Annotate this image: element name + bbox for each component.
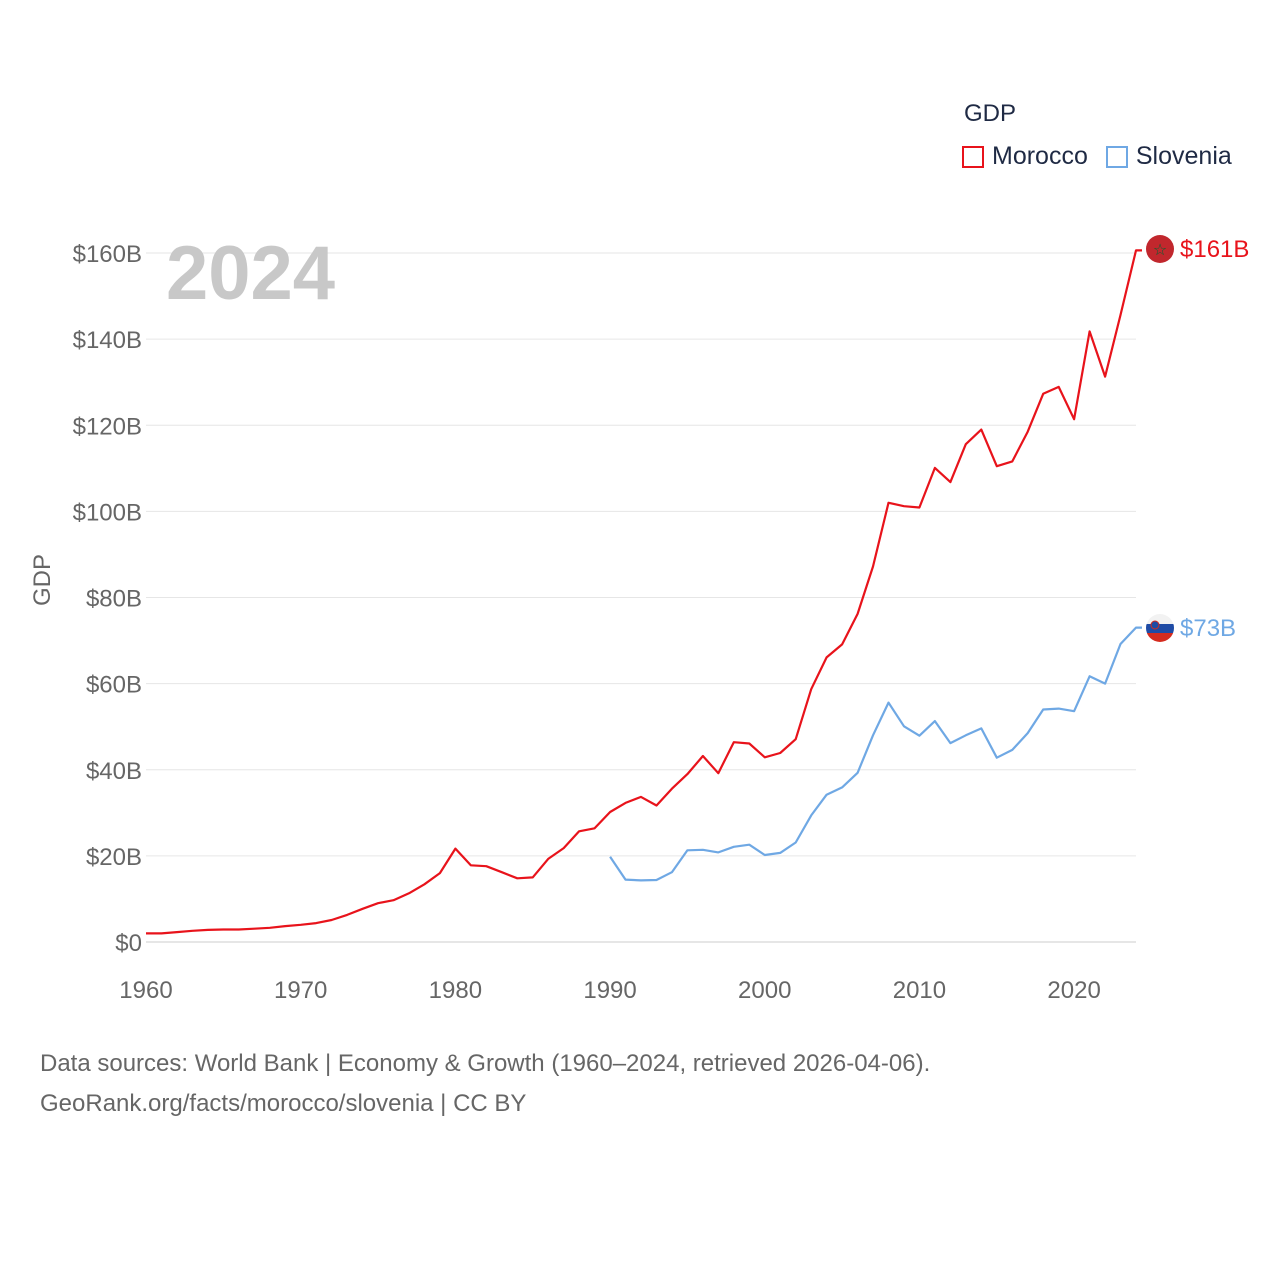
legend-item-slovenia[interactable]: Slovenia	[1105, 142, 1232, 171]
legend-title: GDP	[964, 100, 1017, 127]
y-tick-label: $160B	[73, 241, 142, 268]
year-label: 2024	[166, 231, 335, 316]
slovenia-coat-icon	[1150, 620, 1160, 630]
slovenia-flag-icon	[1146, 614, 1174, 642]
y-tick-label: $80B	[86, 586, 142, 613]
y-tick-label: $0	[115, 930, 142, 957]
legend: Morocco Slovenia	[962, 142, 1250, 171]
grid-lines	[146, 252, 1136, 943]
end-markers: ☆ $161B $73B	[1146, 235, 1249, 642]
y-axis-title: GDP	[29, 554, 56, 606]
y-tick-label: $40B	[86, 758, 142, 785]
y-tick-label: $100B	[73, 499, 142, 526]
footer-credit: GeoRank.org/facts/morocco/slovenia | CC …	[40, 1090, 527, 1117]
y-tick-label: $140B	[73, 327, 142, 354]
series-line-morocco	[146, 249, 1142, 935]
legend-label-morocco: Morocco	[992, 142, 1088, 170]
gdp-line-chart: $0 $20B $40B $60B $80B $100B $120B $140B $160B 1…	[29, 231, 1249, 1004]
y-tick-label: $20B	[86, 844, 142, 871]
slovenia-red-band	[1146, 633, 1174, 642]
series-lines	[146, 249, 1142, 935]
x-tick-label: 1970	[274, 977, 327, 1004]
footer-sources: Data sources: World Bank | Economy & Gro…	[40, 1050, 931, 1077]
x-tick-label: 2010	[893, 977, 946, 1004]
y-tick-label: $60B	[86, 672, 142, 699]
end-label-slovenia: $73B	[1180, 615, 1236, 642]
y-tick-label: $120B	[73, 413, 142, 440]
series-line-slovenia	[609, 626, 1142, 882]
slovenia-blue-band	[1146, 624, 1174, 633]
morocco-star-icon: ☆	[1153, 242, 1167, 259]
end-label-morocco: $161B	[1180, 236, 1249, 263]
x-tick-label: 1990	[583, 977, 636, 1004]
footer: Data sources: World Bank | Economy & Gro…	[40, 1044, 930, 1124]
y-axis-ticks: $0 $20B $40B $60B $80B $100B $120B $140B $160B	[73, 241, 142, 957]
legend-swatch-slovenia	[1105, 145, 1128, 168]
morocco-flag-icon: ☆	[1146, 235, 1174, 263]
morocco-flag-disc	[1146, 235, 1174, 263]
legend-label-slovenia: Slovenia	[1135, 142, 1232, 170]
x-axis-ticks: 1960 1970 1980 1990 2000 2010 2020	[119, 977, 1101, 1004]
slovenia-white-band	[1146, 614, 1174, 624]
legend-item-morocco[interactable]: Morocco	[962, 142, 1088, 171]
x-tick-label: 1960	[119, 977, 172, 1004]
x-tick-label: 1980	[429, 977, 482, 1004]
x-tick-label: 2000	[738, 977, 791, 1004]
legend-swatch-morocco	[962, 145, 984, 168]
x-tick-label: 2020	[1047, 977, 1100, 1004]
